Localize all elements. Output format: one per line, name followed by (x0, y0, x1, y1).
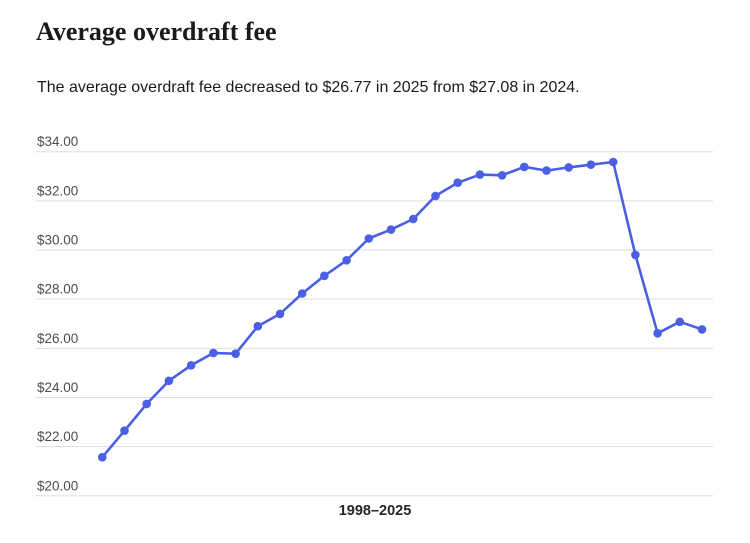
data-point (186, 361, 196, 370)
y-tick-label: $26.00 (37, 331, 78, 346)
data-point (497, 171, 507, 180)
data-point (409, 214, 418, 224)
x-axis-label: 1998–2025 (338, 503, 412, 519)
data-point (453, 178, 463, 187)
data-point (542, 166, 551, 175)
data-point (164, 376, 174, 386)
chart-subtitle: The average overdraft fee decreased to $… (37, 79, 580, 96)
data-point (342, 255, 351, 265)
data-point (653, 329, 662, 338)
data-point (275, 309, 285, 319)
data-point (631, 250, 640, 260)
y-tick-label: $28.00 (37, 282, 78, 297)
y-tick-label: $30.00 (37, 233, 78, 248)
fee-line (101, 160, 704, 459)
data-point (520, 162, 529, 172)
data-point (586, 160, 596, 169)
data-point (608, 157, 618, 167)
y-tick-label: $22.00 (37, 429, 78, 444)
data-point (475, 170, 485, 179)
data-point (564, 163, 573, 172)
data-point (231, 349, 240, 359)
y-tick-label: $32.00 (37, 183, 78, 198)
data-point (386, 225, 396, 234)
data-point (297, 289, 307, 298)
data-point (98, 452, 107, 462)
y-tick-label: $20.00 (37, 478, 78, 493)
y-tick-label: $34.00 (37, 134, 78, 149)
data-point (209, 348, 218, 358)
data-point (120, 426, 129, 436)
data-point (697, 325, 707, 334)
data-point (364, 234, 374, 243)
data-point (431, 191, 440, 201)
data-point (142, 399, 151, 409)
chart-title: Average overdraft fee (36, 17, 277, 46)
data-point (320, 271, 329, 281)
data-point (253, 321, 263, 331)
y-tick-label: $24.00 (37, 380, 78, 395)
data-point (675, 317, 685, 327)
